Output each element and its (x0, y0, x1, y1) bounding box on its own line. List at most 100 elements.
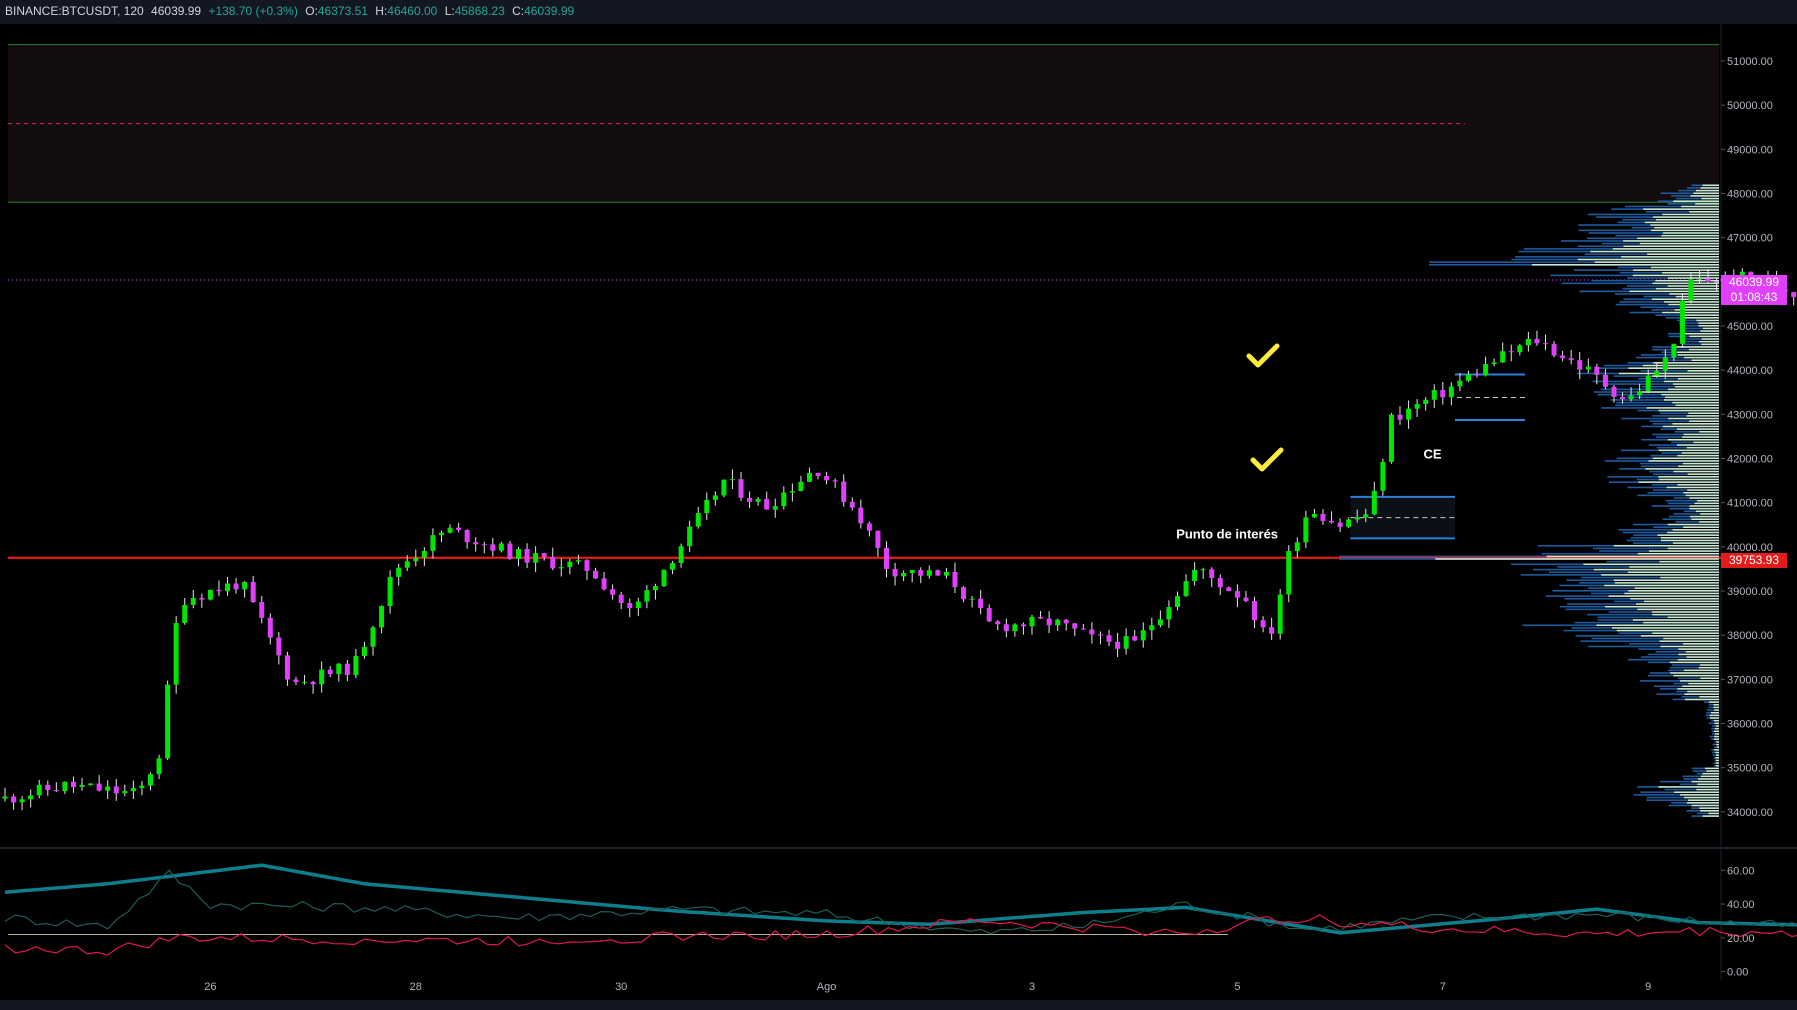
volume-bar (1676, 351, 1719, 354)
candle-body (79, 785, 85, 788)
candle-body (207, 589, 213, 600)
volume-bar (1651, 375, 1719, 377)
volume-bar (1689, 420, 1719, 422)
volume-bar (1608, 481, 1639, 483)
candle-body (1029, 616, 1035, 627)
volume-bar (1668, 303, 1719, 306)
volume-bar (1601, 574, 1719, 576)
volume-bar (1678, 322, 1699, 324)
volume-bar (1702, 327, 1719, 330)
candle-body (541, 553, 547, 557)
candle-body (1183, 581, 1189, 597)
volume-bar (1706, 770, 1719, 772)
volume-bar (1660, 645, 1719, 648)
volume-bar (1637, 494, 1686, 497)
volume-bar (1662, 271, 1719, 274)
volume-bar (1700, 809, 1719, 812)
price-tick-label: 39000.00 (1727, 586, 1773, 598)
volume-bar (1639, 242, 1719, 245)
date-tick-label: 5 (1234, 981, 1240, 993)
candle-body (644, 590, 650, 602)
volume-bar (1577, 258, 1719, 261)
volume-bar (1709, 735, 1715, 738)
volume-bar (1588, 213, 1663, 216)
volume-bar (1601, 407, 1647, 409)
volume-bar (1667, 531, 1719, 534)
volume-bar (1711, 733, 1715, 735)
candle-body (88, 783, 94, 786)
volume-bar (1533, 568, 1594, 571)
volume-bar (1689, 515, 1719, 518)
oscillator-line (4, 869, 1797, 935)
volume-bar (1652, 489, 1688, 491)
volume-bar (1701, 338, 1719, 340)
volume-bar (1659, 688, 1678, 690)
candle-body (1200, 569, 1206, 571)
volume-bar (1698, 666, 1719, 669)
candle-body (1491, 362, 1497, 365)
candle-body (687, 526, 693, 547)
volume-bar (1696, 772, 1703, 775)
volume-bar (1663, 380, 1719, 383)
volume-bar (1712, 751, 1716, 754)
volume-bar (1713, 762, 1716, 764)
candle-body (995, 621, 1001, 625)
symbol-label[interactable]: BINANCE:BTCUSDT, 120 (5, 4, 144, 18)
candle-body (772, 506, 778, 510)
candle-body (1080, 628, 1086, 630)
volume-bar (1652, 282, 1719, 285)
volume-bar (1654, 226, 1719, 229)
candle-body (96, 783, 102, 791)
countdown-value: 01:08:43 (1730, 290, 1778, 304)
volume-bar (1596, 624, 1719, 627)
date-tick-label: 30 (615, 981, 627, 993)
volume-bar (1616, 457, 1653, 460)
volume-bar (1665, 396, 1719, 399)
volume-bar (1655, 650, 1686, 653)
volume-bar (1669, 661, 1719, 664)
candle-body (1149, 625, 1155, 631)
volume-bar (1614, 293, 1670, 295)
volume-bar (1647, 491, 1684, 494)
volume-bar (1649, 672, 1671, 674)
candle-body (327, 669, 333, 675)
price-tick-label: 38000.00 (1727, 630, 1773, 642)
volume-bar (1642, 364, 1719, 367)
volume-bar (1681, 452, 1719, 454)
candle-body (481, 544, 487, 546)
volume-bar (1637, 552, 1719, 555)
candle-body (1525, 338, 1531, 346)
volume-bar (1667, 547, 1719, 550)
volume-bar (1518, 250, 1591, 253)
volume-bar (1667, 502, 1695, 505)
volume-bar (1676, 197, 1702, 200)
volume-bar (1671, 195, 1691, 197)
volume-bar (1579, 290, 1630, 293)
candle-body (473, 542, 479, 545)
volume-bar (1624, 205, 1682, 208)
candle-body (11, 796, 17, 803)
volume-bar (1698, 322, 1719, 324)
volume-bar (1592, 547, 1668, 550)
volume-bar (1688, 348, 1719, 351)
volume-bar (1675, 346, 1719, 348)
volume-bar (1668, 335, 1690, 338)
volume-bar (1711, 738, 1715, 741)
volume-bar (1522, 624, 1597, 627)
volume-bar (1665, 499, 1698, 502)
high-label: H: (375, 4, 388, 18)
volume-bar (1605, 605, 1719, 608)
volume-bar (1635, 603, 1719, 605)
volume-bar (1687, 370, 1719, 372)
volume-bar (1713, 756, 1716, 759)
bottom-strip (0, 1000, 1797, 1010)
volume-bar (1658, 478, 1719, 481)
candle-body (1714, 281, 1720, 283)
volume-bar (1714, 746, 1717, 748)
volume-bar (1662, 311, 1719, 314)
volume-bar (1699, 430, 1719, 433)
volume-bar (1684, 796, 1719, 799)
candle-body (259, 602, 265, 618)
volume-bar (1652, 216, 1719, 218)
